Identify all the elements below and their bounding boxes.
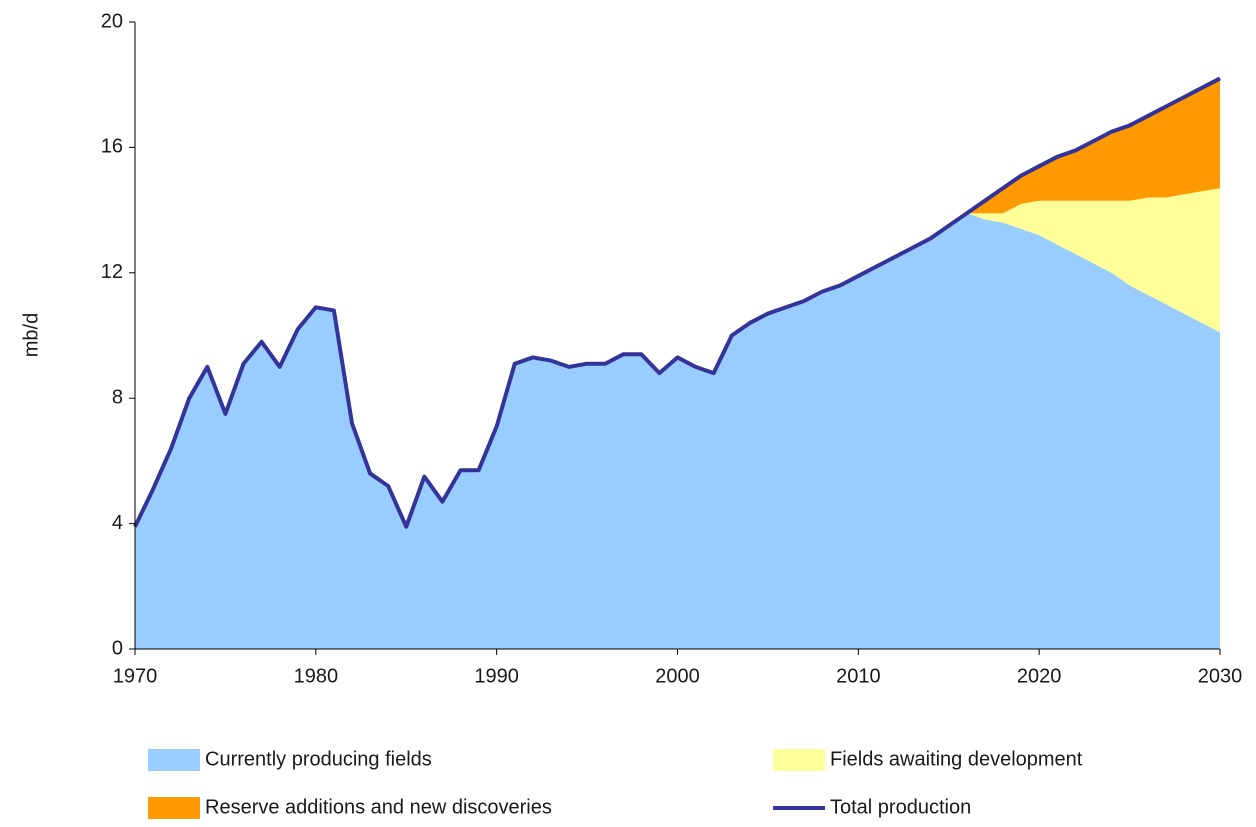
x-tick-label: 2030: [1198, 665, 1243, 687]
x-tick-label: 1990: [474, 665, 519, 687]
y-tick-label: 0: [112, 637, 123, 659]
x-tick-label: 1970: [113, 665, 158, 687]
legend-swatch: [148, 797, 200, 819]
y-tick-label: 16: [101, 136, 123, 158]
area: [135, 188, 1220, 527]
y-tick-label: 4: [112, 512, 123, 534]
legend-swatch: [773, 749, 825, 771]
x-tick-label: 1980: [294, 665, 339, 687]
legend-label: Fields awaiting development: [830, 748, 1083, 770]
line: [133, 76, 1221, 529]
y-tick-label: 20: [101, 10, 123, 32]
y-tick-label: 8: [112, 386, 123, 408]
x-tick-label: 2000: [655, 665, 700, 687]
y-tick-label: 12: [101, 261, 123, 283]
legend-label: Total production: [830, 796, 971, 818]
legend-swatch: [148, 749, 200, 771]
x-tick-label: 2020: [1017, 665, 1062, 687]
y-axis-label: mb/d: [20, 313, 42, 357]
area: [135, 213, 1220, 650]
legend-label: Currently producing fields: [205, 748, 432, 770]
x-tick-label: 2010: [836, 665, 881, 687]
legend-label: Reserve additions and new discoveries: [205, 796, 552, 818]
